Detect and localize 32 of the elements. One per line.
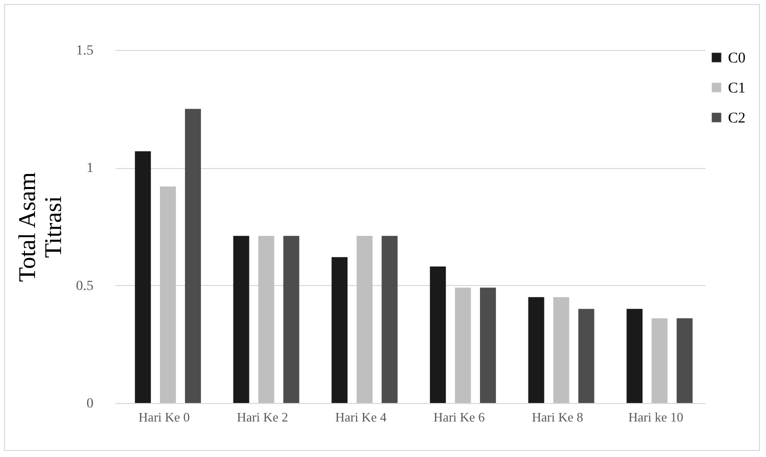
- legend-label: C1: [728, 80, 746, 96]
- x-tick-label: Hari Ke 8: [532, 410, 584, 424]
- legend-label: C2: [728, 110, 746, 126]
- bar: [553, 297, 570, 403]
- x-tick-label: Hari Ke 4: [335, 410, 387, 424]
- bar: [233, 236, 250, 403]
- x-tick-label: Hari Ke 2: [236, 410, 288, 424]
- bar: [480, 288, 496, 403]
- bar: [454, 288, 471, 403]
- bar: [258, 236, 274, 403]
- y-tick-label: 0: [86, 396, 94, 412]
- bar: [382, 236, 398, 403]
- bar: [652, 318, 668, 403]
- legend-label: C0: [728, 50, 746, 66]
- bar: [430, 266, 446, 403]
- y-tick-label: 1: [86, 161, 94, 176]
- bar: [184, 108, 201, 403]
- bar: [578, 308, 594, 403]
- y-tick-label: 0.5: [76, 278, 94, 294]
- bar: [283, 236, 300, 403]
- x-tick-label: Hari ke 10: [628, 410, 684, 424]
- x-tick-label: Hari Ke 0: [138, 410, 190, 424]
- y-axis-title: Total Asam Titrasi: [15, 172, 67, 282]
- bar: [134, 151, 151, 403]
- x-tick-label: Hari Ke 6: [434, 410, 486, 424]
- bar: [160, 186, 176, 403]
- bar: [626, 308, 643, 403]
- bar: [528, 297, 544, 403]
- bar: [332, 257, 348, 403]
- bar: [676, 318, 693, 403]
- y-tick-label: 1.5: [76, 44, 94, 58]
- bar: [356, 236, 373, 403]
